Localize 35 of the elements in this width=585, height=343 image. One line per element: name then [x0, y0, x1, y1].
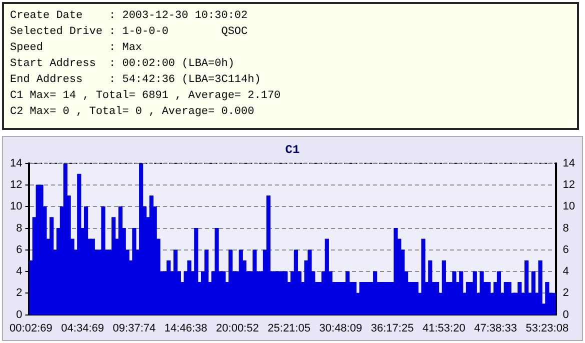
x-tick-label: 36:17:25 [370, 322, 414, 334]
y2-tick-label: 8 [562, 222, 569, 234]
y-tick-label: 6 [16, 244, 22, 256]
x-tick-label: 30:48:09 [319, 322, 362, 334]
y2-tick-label: 0 [562, 308, 569, 321]
y-tick-label: 12 [10, 179, 22, 192]
x-tick-label: 53:23:08 [526, 322, 569, 334]
y2-tick-label: 2 [562, 287, 569, 300]
x-tick-label: 09:37:74 [112, 322, 156, 334]
text: End Address : 54:42:36 (LBA=3C114h) [10, 73, 262, 88]
text: Speed : Max [10, 41, 144, 56]
x-tick-label: 00:02:69 [10, 322, 52, 334]
y-tick-label: 2 [16, 287, 22, 300]
y-tick-label: 0 [16, 308, 22, 321]
y-tick-label: 4 [16, 266, 22, 278]
text: C1 Max= 14 , Total= 6891 , Average= 2.170 [10, 89, 282, 104]
y-tick-label: 14 [10, 157, 22, 170]
x-tick-label: 20:00:52 [216, 322, 259, 334]
chart-title: C1 [285, 143, 300, 158]
y2-tick-label: 10 [562, 200, 576, 213]
x-tick-label: 04:34:69 [61, 322, 104, 334]
text: Start Address : 00:02:00 (LBA=0h) [10, 57, 236, 72]
text: Selected Drive : 1-0-0-0 QSOC [10, 25, 249, 40]
y2-tick-label: 4 [562, 266, 569, 278]
y-tick-label: 10 [10, 200, 22, 213]
y-tick-label: 8 [16, 222, 22, 234]
y2-tick-label: 14 [562, 157, 576, 170]
y2-tick-label: 6 [562, 244, 569, 256]
x-tick-label: 47:38:33 [474, 322, 517, 334]
text: Create Date : 2003-12-30 10:30:02 [10, 9, 249, 24]
x-tick-label: 41:53:20 [422, 322, 466, 334]
y2-tick-label: 12 [562, 179, 576, 192]
text: C2 Max= 0 , Total= 0 , Average= 0.000 [10, 105, 256, 120]
x-tick-label: 25:21:05 [268, 322, 310, 334]
x-tick-label: 14:46:38 [164, 322, 208, 334]
